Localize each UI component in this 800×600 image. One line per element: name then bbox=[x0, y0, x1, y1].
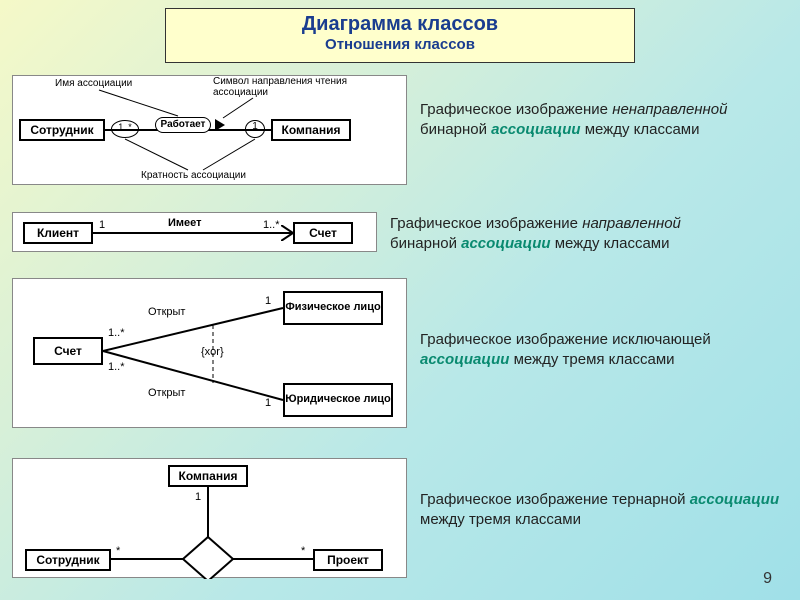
page-number: 9 bbox=[763, 570, 772, 588]
desc-1-mid: бинарной bbox=[420, 121, 491, 138]
edge-label-top: Открыт bbox=[148, 306, 185, 318]
panel-directed: Клиент Счет 1 1..* Имеет bbox=[12, 212, 377, 252]
class-company: Компания bbox=[271, 119, 351, 141]
mult-right-t: * bbox=[301, 545, 305, 557]
title-box: Диаграмма классов Отношения классов bbox=[165, 8, 635, 63]
desc-1-post: между классами bbox=[581, 121, 700, 138]
class-employee: Сотрудник bbox=[19, 119, 105, 141]
mult-left-2: 1 bbox=[99, 219, 105, 231]
desc-3: Графическое изображение исключающей ассо… bbox=[420, 330, 780, 371]
mult-right-oval: 1 bbox=[245, 120, 265, 138]
arrow-head-icon bbox=[281, 225, 295, 241]
desc-3-assoc: ассоциации bbox=[420, 351, 509, 368]
class-client: Клиент bbox=[23, 222, 93, 244]
assoc-line-2 bbox=[93, 232, 293, 234]
edge-label-bottom: Открыт bbox=[148, 387, 185, 399]
title-sub: Отношения классов bbox=[166, 36, 634, 53]
desc-4-pre: Графическое изображение тернарной bbox=[420, 491, 690, 508]
assoc-name-2: Имеет bbox=[168, 217, 202, 229]
desc-2-pre: Графическое изображение bbox=[390, 215, 582, 232]
desc-2-assoc: ассоциации bbox=[461, 235, 550, 252]
label-multiplicity: Кратность ассоциации bbox=[141, 170, 246, 181]
label-direction: Символ направления чтения ассоциации bbox=[213, 76, 373, 98]
assoc-name-oval: Работает bbox=[155, 117, 211, 133]
desc-3-pre: Графическое изображение исключающей bbox=[420, 331, 711, 348]
desc-1-pre: Графическое изображение bbox=[420, 101, 612, 118]
desc-1-italic: ненаправленной bbox=[612, 101, 727, 118]
xor-mult-lb: 1..* bbox=[108, 361, 125, 373]
title-main: Диаграмма классов bbox=[166, 13, 634, 36]
desc-3-post: между тремя классами bbox=[509, 351, 674, 368]
class-account: Счет bbox=[293, 222, 353, 244]
desc-2-italic: направленной bbox=[582, 215, 681, 232]
direction-triangle-icon bbox=[215, 119, 225, 131]
label-assoc-name: Имя ассоциации bbox=[55, 78, 132, 89]
mult-left-oval: 1..* bbox=[111, 120, 139, 138]
desc-4-assoc: ассоциации bbox=[690, 491, 779, 508]
panel-ternary: Компания Сотрудник Проект 1 * * bbox=[12, 458, 407, 578]
panel-xor: Счет Физическое лицо Юридическое лицо От… bbox=[12, 278, 407, 428]
mult-right-2: 1..* bbox=[263, 219, 280, 231]
desc-2-mid: бинарной bbox=[390, 235, 461, 252]
ternary-svg bbox=[13, 459, 408, 579]
panel-undirected: Имя ассоциации Символ направления чтения… bbox=[12, 75, 407, 185]
desc-4: Графическое изображение тернарной ассоци… bbox=[420, 490, 780, 531]
xor-mult-rb: 1 bbox=[265, 397, 271, 409]
desc-1-assoc: ассоциации bbox=[491, 121, 580, 138]
desc-2-post: между классами bbox=[551, 235, 670, 252]
desc-2: Графическое изображение направленной бин… bbox=[390, 214, 750, 255]
xor-mult-lt: 1..* bbox=[108, 327, 125, 339]
xor-constraint: {xor} bbox=[201, 346, 224, 358]
mult-top: 1 bbox=[195, 491, 201, 503]
mult-left-t: * bbox=[116, 545, 120, 557]
xor-mult-rt: 1 bbox=[265, 295, 271, 307]
desc-4-post: между тремя классами bbox=[420, 511, 581, 528]
desc-1: Графическое изображение ненаправленной б… bbox=[420, 100, 780, 141]
